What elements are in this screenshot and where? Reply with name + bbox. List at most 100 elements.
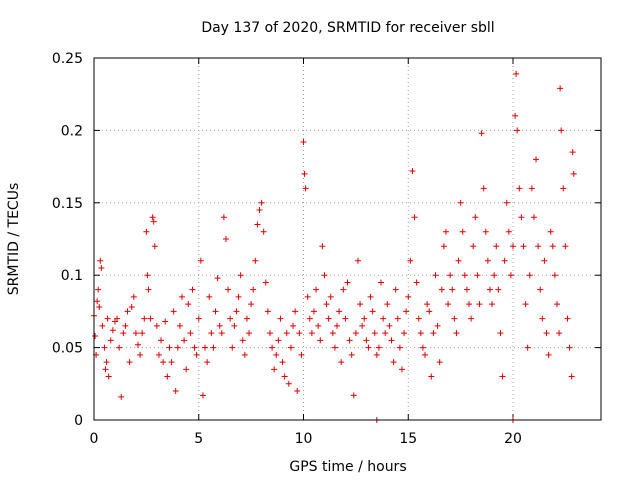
data-point: [300, 138, 307, 145]
data-point: [193, 351, 200, 358]
data-point: [407, 257, 414, 264]
data-point: [137, 351, 144, 358]
data-point: [275, 337, 282, 344]
data-point: [388, 337, 395, 344]
data-point: [497, 330, 504, 337]
data-point: [323, 301, 330, 308]
data-point: [310, 308, 317, 315]
data-point: [143, 228, 150, 235]
data-point: [94, 298, 101, 305]
data-point: [528, 185, 535, 192]
data-point: [554, 301, 561, 308]
data-point: [301, 170, 308, 177]
data-point: [292, 308, 299, 315]
data-point: [470, 243, 477, 250]
data-point: [277, 315, 284, 322]
data-point: [503, 199, 510, 206]
data-point: [436, 359, 443, 366]
data-point: [535, 243, 542, 250]
x-tick-label: 10: [295, 431, 313, 447]
data-point: [327, 293, 334, 300]
data-point: [398, 366, 405, 373]
data-point: [359, 322, 366, 329]
data-point: [430, 330, 437, 337]
data-point: [352, 330, 359, 337]
data-point: [237, 272, 244, 279]
data-point: [367, 293, 374, 300]
data-point: [206, 293, 213, 300]
data-point: [264, 308, 271, 315]
data-point: [382, 330, 389, 337]
data-point: [329, 330, 336, 337]
data-point: [336, 308, 343, 315]
data-point: [197, 257, 204, 264]
data-point: [378, 279, 385, 286]
data-point: [208, 330, 215, 337]
data-point: [306, 315, 313, 322]
data-point: [493, 243, 500, 250]
data-point: [220, 214, 227, 221]
data-point: [539, 315, 546, 322]
data-point: [569, 149, 576, 156]
data-point: [428, 373, 435, 380]
data-point: [149, 214, 156, 221]
data-point: [547, 228, 554, 235]
data-point: [507, 272, 514, 279]
data-point: [417, 330, 424, 337]
data-point: [476, 301, 483, 308]
data-point: [512, 112, 519, 119]
data-point: [233, 308, 240, 315]
data-point: [354, 257, 361, 264]
data-point: [96, 304, 103, 311]
data-point: [384, 301, 391, 308]
data-point: [150, 218, 157, 225]
data-point: [290, 322, 297, 329]
data-point: [478, 130, 485, 137]
x-tick-label: 20: [504, 431, 522, 447]
data-point: [442, 228, 449, 235]
data-point: [411, 214, 418, 221]
data-point: [178, 293, 185, 300]
data-point: [373, 351, 380, 358]
data-point: [248, 301, 255, 308]
data-point: [394, 315, 401, 322]
data-point: [168, 359, 175, 366]
data-point: [204, 359, 211, 366]
data-point: [273, 351, 280, 358]
data-point: [222, 236, 229, 242]
data-point: [134, 341, 141, 348]
data-point: [543, 330, 550, 337]
data-point: [375, 344, 382, 351]
data-point: [551, 272, 558, 279]
data-point: [390, 359, 397, 366]
data-point: [212, 308, 219, 315]
y-tick-label: 0.1: [61, 268, 83, 284]
data-point: [346, 337, 353, 344]
data-point: [419, 344, 426, 351]
data-point: [176, 322, 183, 329]
data-point: [191, 344, 198, 351]
data-point: [97, 257, 104, 264]
data-point: [124, 308, 131, 315]
data-point: [239, 337, 246, 344]
data-point: [189, 286, 196, 293]
data-point: [218, 330, 225, 337]
data-point: [283, 330, 290, 337]
x-axis-label: GPS time / hours: [289, 459, 406, 475]
data-point: [269, 344, 276, 351]
data-point: [101, 344, 108, 351]
y-tick-label: 0.25: [52, 51, 83, 67]
data-point: [281, 373, 288, 380]
data-point: [199, 392, 206, 399]
data-point: [564, 315, 571, 322]
data-point: [126, 359, 133, 366]
data-point: [246, 330, 253, 337]
data-point: [514, 127, 521, 134]
plot-frame: [93, 57, 602, 421]
data-point: [145, 286, 152, 293]
data-point: [453, 330, 460, 337]
data-point: [482, 228, 489, 235]
data-point: [298, 351, 305, 358]
data-point: [317, 337, 324, 344]
